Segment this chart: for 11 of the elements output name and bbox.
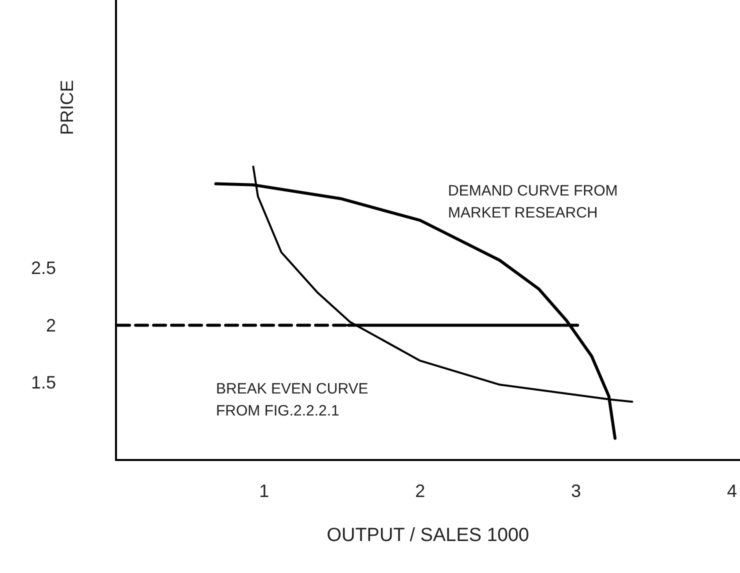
y-tick-label: 2 (46, 315, 56, 336)
annotation: DEMAND CURVE FROM MARKET RESEARCH (448, 182, 618, 222)
x-tick-label: 3 (571, 481, 582, 501)
x-tick-label: 4 (726, 481, 737, 501)
y-axis-title: PRICE (57, 80, 77, 135)
x-tick-label: 2 (415, 481, 426, 501)
y-tick-label: 1.5 (30, 372, 56, 392)
y-tick-label: 2.5 (30, 258, 56, 278)
annotation: BREAK EVEN CURVE FROM FIG.2.2.2.1 (216, 380, 368, 420)
x-axis-title: OUTPUT / SALES 1000 (326, 525, 530, 546)
x-tick-label: 1 (259, 481, 270, 501)
